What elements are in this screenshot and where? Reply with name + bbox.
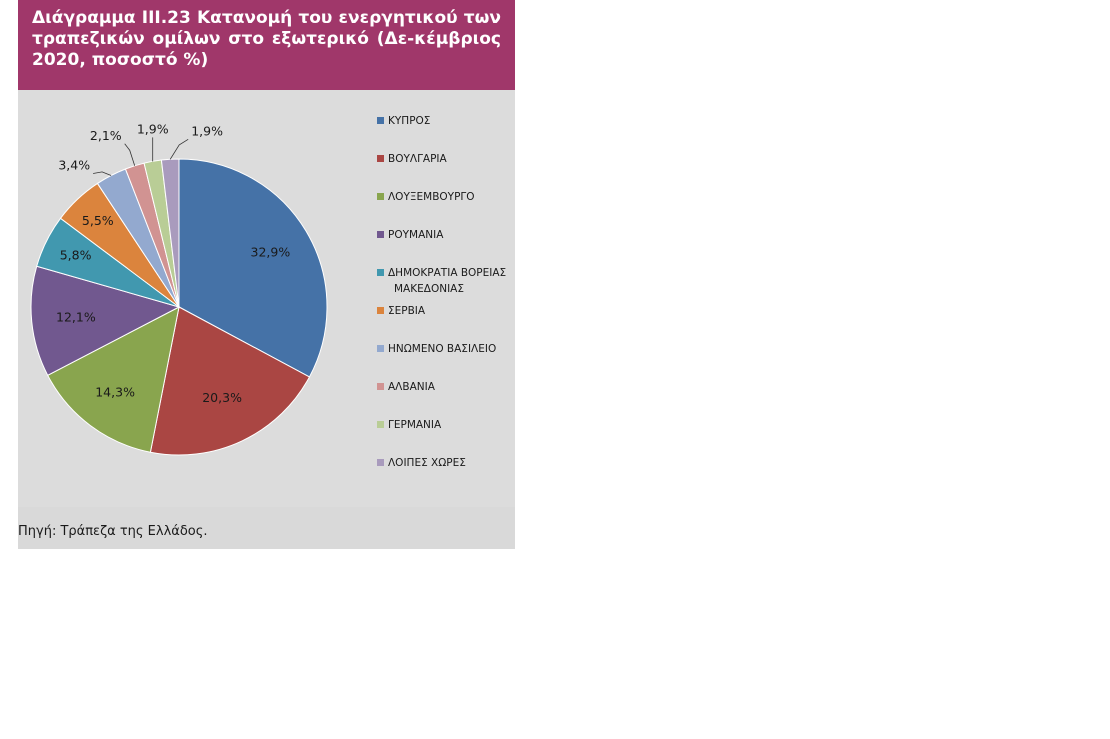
legend-label-7: ΗΝΩΜΕΝΟ ΒΑΣΙΛΕΙΟ bbox=[388, 343, 496, 355]
legend-item-6: ΣΕΡΒΙΑ bbox=[377, 305, 426, 317]
legend-label-10: ΛΟΙΠΕΣ ΧΩΡΕΣ bbox=[388, 457, 466, 469]
legend-item-2: ΒΟΥΛΓΑΡΙΑ bbox=[377, 153, 448, 165]
slice-data-label-1: 32,9% bbox=[251, 244, 291, 259]
leader-line-8 bbox=[124, 143, 136, 166]
legend-label-5-line-1: ΔΗΜΟΚΡΑΤΙΑ ΒΟΡΕΙΑΣ bbox=[388, 267, 506, 279]
legend-swatch-3 bbox=[377, 193, 384, 200]
slice-data-label-9: 1,9% bbox=[137, 121, 169, 136]
pie-slice-2 bbox=[149, 306, 311, 456]
legend-item-7: ΗΝΩΜΕΝΟ ΒΑΣΙΛΕΙΟ bbox=[377, 343, 496, 355]
legend-swatch-7 bbox=[377, 345, 384, 352]
slice-data-label-4: 12,1% bbox=[56, 309, 96, 324]
legend-swatch-4 bbox=[377, 231, 384, 238]
pie-chart: 32,9% 20,3% 14,3% 12,1% 5,8% 5,5% 3,4%2,1% 1,9%… bbox=[30, 115, 506, 469]
slice-data-label-7: 3,4% bbox=[58, 158, 90, 173]
legend-item-1: ΚΥΠΡΟΣ bbox=[377, 115, 430, 127]
slice-data-label-5: 5,8% bbox=[60, 248, 92, 263]
legend-label-5-line-2: ΜΑΚΕΔΟΝΙΑΣ bbox=[394, 283, 464, 295]
legend-item-10: ΛΟΙΠΕΣ ΧΩΡΕΣ bbox=[377, 457, 466, 469]
source-strip: Πηγή: Τράπεζα της Ελλάδος. bbox=[18, 507, 515, 549]
legend-label-4: ΡΟΥΜΑΝΙΑ bbox=[388, 229, 444, 241]
leader-line-10 bbox=[169, 138, 189, 160]
legend-swatch-10 bbox=[377, 459, 384, 466]
slice-data-label-6: 5,5% bbox=[82, 213, 114, 228]
slice-data-label-2: 20,3% bbox=[202, 390, 242, 405]
legend-item-8: ΑΛΒΑΝΙΑ bbox=[377, 381, 436, 393]
legend-label-3: ΛΟΥΞΕΜΒΟΥΡΓΟ bbox=[388, 191, 475, 203]
legend-swatch-6 bbox=[377, 307, 384, 314]
legend-label-1: ΚΥΠΡΟΣ bbox=[388, 115, 430, 127]
pie-slice-3 bbox=[47, 306, 180, 453]
legend-swatch-1 bbox=[377, 117, 384, 124]
legend-item-3: ΛΟΥΞΕΜΒΟΥΡΓΟ bbox=[377, 191, 475, 203]
slice-data-label-8: 2,1% bbox=[90, 128, 122, 143]
legend-label-8: ΑΛΒΑΝΙΑ bbox=[388, 381, 436, 393]
legend-label-2: ΒΟΥΛΓΑΡΙΑ bbox=[388, 153, 448, 165]
source-note: Πηγή: Τράπεζα της Ελλάδος. bbox=[18, 524, 208, 539]
legend-swatch-9 bbox=[377, 421, 384, 428]
legend-item-5: ΔΗΜΟΚΡΑΤΙΑ ΒΟΡΕΙΑΣ ΜΑΚΕΔΟΝΙΑΣ bbox=[377, 267, 506, 295]
leader-line-7 bbox=[93, 171, 112, 176]
legend-label-6: ΣΕΡΒΙΑ bbox=[388, 305, 426, 317]
chart-title: Διάγραμμα III.23 Κατανομή του ενεργητικο… bbox=[32, 8, 501, 70]
chart-area: 32,9% 20,3% 14,3% 12,1% 5,8% 5,5% 3,4% 2,1% 1,9%… bbox=[18, 90, 515, 507]
legend-swatch-8 bbox=[377, 383, 384, 390]
legend-label-9: ΓΕΡΜΑΝΙΑ bbox=[388, 419, 442, 431]
slice-data-label-3: 14,3% bbox=[95, 384, 135, 399]
legend-item-9: ΓΕΡΜΑΝΙΑ bbox=[377, 419, 442, 431]
pie-slice-4 bbox=[30, 265, 181, 376]
legend-swatch-5 bbox=[377, 269, 384, 276]
slice-data-label-10: 1,9% bbox=[191, 123, 223, 138]
chart-title-banner: Διάγραμμα III.23 Κατανομή του ενεργητικο… bbox=[18, 0, 515, 90]
pie-slice-1 bbox=[178, 158, 328, 378]
legend-swatch-2 bbox=[377, 155, 384, 162]
legend-item-4: ΡΟΥΜΑΝΙΑ bbox=[377, 229, 444, 241]
